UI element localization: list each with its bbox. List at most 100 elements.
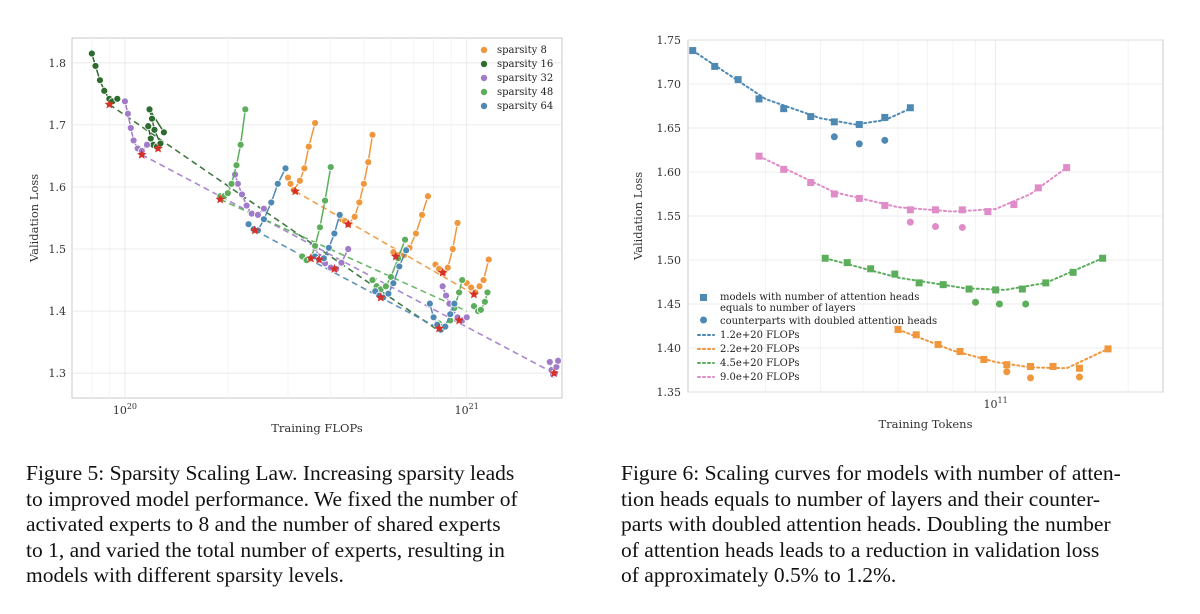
data-point <box>467 283 476 292</box>
figure-6: 1.35 1.40 1.45 1.50 1.55 1.60 1.65 1.70 1.75 1011… <box>600 0 1200 450</box>
data-point <box>441 322 450 331</box>
data-point <box>335 210 344 219</box>
optimum-star <box>391 251 401 261</box>
optimum-star <box>153 143 163 153</box>
data-point <box>337 258 346 267</box>
plot-area <box>71 37 563 399</box>
square-point <box>1003 361 1011 369</box>
optimum-star <box>104 99 115 109</box>
data-point <box>126 124 135 132</box>
square-point <box>1063 164 1071 172</box>
data-point <box>129 136 138 145</box>
figure-5: 1.3 1.4 1.5 1.6 1.7 1.8 1020 1021 Training FLOPs… <box>0 0 600 450</box>
x-tick-label: 1021 <box>455 402 479 417</box>
square-point <box>855 120 863 128</box>
frontier-line <box>254 229 440 330</box>
square-point <box>807 113 815 121</box>
y-axis-label: Validation Loss <box>27 174 41 263</box>
y-tick-label: 1.7 <box>49 119 67 132</box>
data-point <box>123 109 132 118</box>
data-point <box>455 288 464 297</box>
caption-line: to 1, and varied the total number of exp… <box>26 537 505 562</box>
data-point <box>479 276 488 284</box>
data-point <box>462 313 471 322</box>
gridlines <box>688 39 1163 393</box>
series-2.2e+20 FLOPs <box>894 326 1112 382</box>
circle-point <box>995 300 1003 308</box>
data-point <box>113 94 122 103</box>
square-point <box>689 47 697 55</box>
optimum-star <box>454 315 464 325</box>
data-point <box>458 276 467 284</box>
data-point <box>402 246 411 255</box>
optimum-star <box>375 292 386 302</box>
data-point <box>259 215 268 224</box>
figure-6-caption: Figure 6: Scaling curves for models with… <box>621 461 1186 589</box>
caption-line: of approximately 0.5% to 1.2%. <box>621 563 897 587</box>
data-point <box>247 209 256 218</box>
data-point <box>259 204 268 213</box>
optimum-markers <box>104 99 559 378</box>
square-point <box>915 279 923 287</box>
y-tick-label: 1.8 <box>49 57 67 70</box>
data-point <box>545 358 554 366</box>
data-point <box>429 313 438 322</box>
circle-point <box>972 298 980 306</box>
circle-point <box>958 223 966 231</box>
optimum-star <box>290 186 301 196</box>
data-point <box>442 291 450 300</box>
square-point <box>1099 254 1107 262</box>
optimum-star <box>437 267 448 277</box>
legend-label: equals to number of layers <box>720 303 856 314</box>
legend-marker <box>480 88 488 96</box>
x-tick-label: 1011 <box>984 396 1008 411</box>
legend: sparsity 8 sparsity 16 sparsity 32 sparsity… <box>480 45 553 112</box>
series-4.5e+20 FLOPs <box>821 254 1107 308</box>
data-point <box>438 282 447 291</box>
data-point <box>267 198 276 207</box>
legend-label: 2.2e+20 FLOPs <box>720 344 799 355</box>
square-point <box>906 104 914 112</box>
optimum-star <box>343 219 353 229</box>
optimum-star <box>137 149 147 159</box>
data-point <box>143 140 151 149</box>
y-tick-label: 1.50 <box>657 254 682 267</box>
fit-curve <box>691 49 912 126</box>
caption-line: tion heads equals to number of layers an… <box>621 486 1100 511</box>
fit-curve <box>897 328 1109 370</box>
legend-label: 4.5e+20 FLOPs <box>720 358 799 369</box>
optimum-star <box>434 323 444 333</box>
data-point <box>344 245 353 253</box>
data-point <box>476 305 485 314</box>
optimum-star <box>250 225 260 235</box>
square-point <box>1018 285 1026 293</box>
legend: models with number of attention headsequ… <box>697 292 937 383</box>
square-point <box>1042 279 1050 287</box>
data-point <box>242 201 251 210</box>
y-tick-label: 1.70 <box>657 78 682 91</box>
sparsity-scaling-chart: 1.3 1.4 1.5 1.6 1.7 1.8 1020 1021 Training FLOPs… <box>27 37 563 435</box>
data-point <box>223 189 232 198</box>
caption-line: parts with doubled attention heads. Doub… <box>621 512 1111 536</box>
data-point <box>418 210 426 219</box>
square-point <box>1069 268 1077 276</box>
legend-label: counterparts with doubled attention head… <box>720 316 937 327</box>
legend-marker <box>480 60 488 68</box>
y-tick-label: 1.35 <box>657 386 682 399</box>
circle-point <box>881 136 889 144</box>
legend-label: sparsity 48 <box>497 87 553 98</box>
square-point <box>843 259 851 267</box>
square-point <box>881 113 889 121</box>
y-tick-label: 1.40 <box>657 342 682 355</box>
series-9.0e+20 FLOPs <box>755 152 1071 231</box>
legend-label: sparsity 16 <box>497 59 553 70</box>
square-point <box>980 355 988 363</box>
optimum-star <box>329 263 340 273</box>
data-point <box>324 243 333 252</box>
data-point <box>281 164 290 173</box>
data-point <box>389 279 398 288</box>
circle-point <box>855 140 863 148</box>
square-point <box>830 118 838 126</box>
data-point <box>273 179 282 188</box>
data-point <box>384 289 393 298</box>
